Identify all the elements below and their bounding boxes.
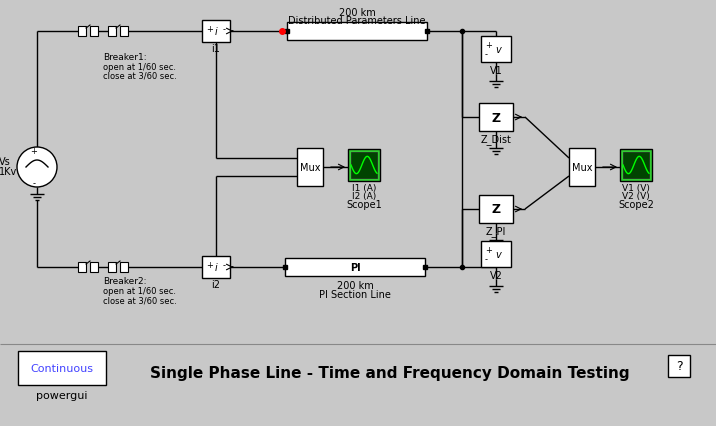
Text: Vs: Vs <box>0 157 11 167</box>
Bar <box>120 262 128 272</box>
Text: +: + <box>31 147 37 156</box>
Text: v: v <box>495 249 501 259</box>
Bar <box>348 150 380 181</box>
Text: V2: V2 <box>490 271 503 280</box>
Bar <box>620 150 652 181</box>
Bar <box>297 149 323 187</box>
Text: -: - <box>223 25 226 34</box>
Bar <box>479 196 513 224</box>
Bar <box>90 262 98 272</box>
Bar <box>78 27 86 37</box>
Text: I2 (A): I2 (A) <box>352 192 376 201</box>
Text: +: + <box>485 41 492 50</box>
Text: -: - <box>485 254 488 263</box>
Text: powergui: powergui <box>37 390 88 400</box>
Text: 1Kv: 1Kv <box>0 167 17 177</box>
Bar <box>623 153 649 178</box>
Text: V1 (V): V1 (V) <box>622 184 650 193</box>
Bar <box>202 21 230 43</box>
Text: -: - <box>32 179 36 188</box>
Bar <box>18 351 106 385</box>
Bar <box>108 262 116 272</box>
Circle shape <box>17 148 57 187</box>
Text: PI: PI <box>349 262 360 272</box>
Text: i: i <box>215 262 218 272</box>
Text: Breaker2:: Breaker2: <box>103 277 147 286</box>
Bar <box>287 23 427 41</box>
Text: close at 3/60 sec.: close at 3/60 sec. <box>103 296 177 305</box>
Text: Z: Z <box>491 111 500 124</box>
Bar <box>108 27 116 37</box>
Text: PI Section Line: PI Section Line <box>319 289 391 299</box>
Bar <box>481 37 511 63</box>
Text: -: - <box>485 50 488 59</box>
Bar <box>120 27 128 37</box>
Text: I1 (A): I1 (A) <box>352 184 376 193</box>
Text: i: i <box>215 27 218 37</box>
Text: Z: Z <box>491 203 500 216</box>
Text: Mux: Mux <box>572 163 592 173</box>
Text: 200 km: 200 km <box>337 280 373 290</box>
Text: open at 1/60 sec.: open at 1/60 sec. <box>103 287 176 296</box>
Bar <box>78 262 86 272</box>
Bar <box>481 242 511 268</box>
Text: Breaker1:: Breaker1: <box>103 52 147 61</box>
Text: Continuous: Continuous <box>31 363 94 373</box>
Bar <box>569 149 595 187</box>
Bar <box>351 153 377 178</box>
Text: ?: ? <box>676 360 682 373</box>
Text: v: v <box>495 45 501 55</box>
Text: Distributed Parameters Line: Distributed Parameters Line <box>289 16 426 26</box>
Bar <box>668 355 690 377</box>
Text: V2 (V): V2 (V) <box>622 192 650 201</box>
Text: i1: i1 <box>211 44 221 54</box>
Text: Z_PI: Z_PI <box>486 226 506 237</box>
Text: open at 1/60 sec.: open at 1/60 sec. <box>103 62 176 71</box>
Text: Z_Dist: Z_Dist <box>480 134 511 145</box>
Text: i2: i2 <box>211 279 221 289</box>
Text: Scope1: Scope1 <box>346 199 382 210</box>
Text: -: - <box>223 260 226 269</box>
Text: Single Phase Line - Time and Frequency Domain Testing: Single Phase Line - Time and Frequency D… <box>150 366 630 380</box>
Text: close at 3/60 sec.: close at 3/60 sec. <box>103 71 177 81</box>
Text: V1: V1 <box>490 66 503 76</box>
Text: Scope2: Scope2 <box>618 199 654 210</box>
Bar <box>202 256 230 278</box>
Bar <box>285 259 425 276</box>
Text: +: + <box>485 245 492 254</box>
Text: +: + <box>206 25 213 34</box>
Bar <box>479 104 513 132</box>
Bar <box>90 27 98 37</box>
Text: Mux: Mux <box>300 163 320 173</box>
Text: 200 km: 200 km <box>339 8 375 18</box>
Text: +: + <box>206 260 213 269</box>
